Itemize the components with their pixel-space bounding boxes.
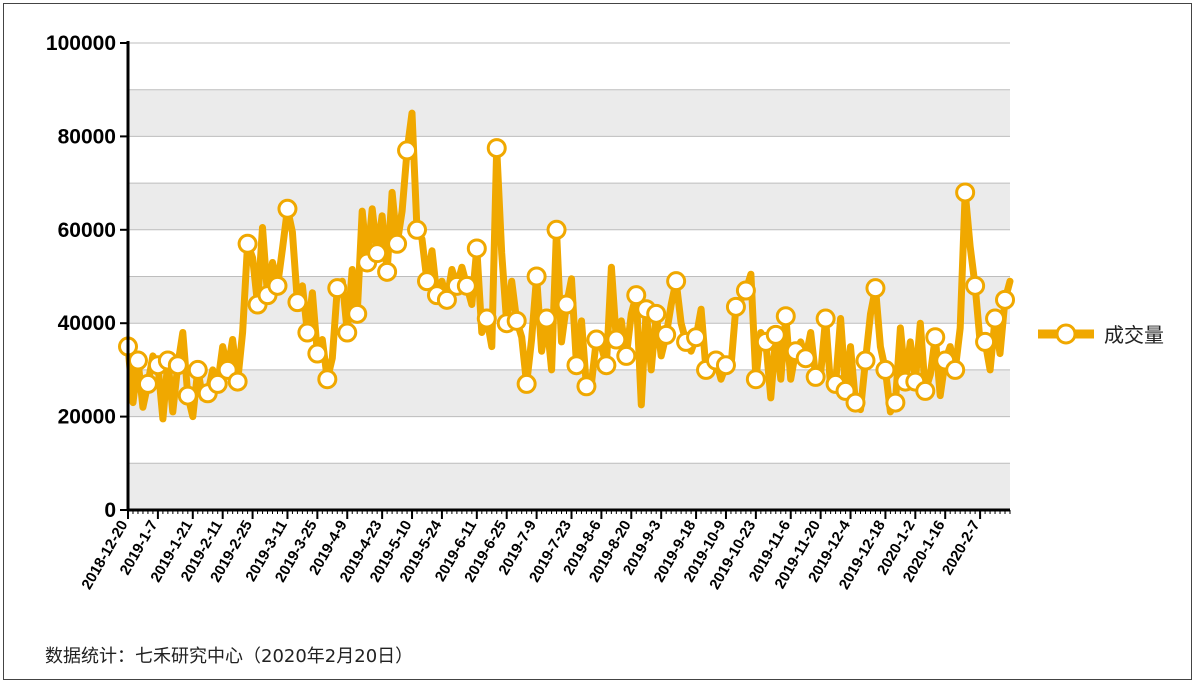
legend-label: 成交量	[1104, 323, 1164, 347]
data-point	[476, 308, 497, 329]
data-point	[397, 140, 418, 161]
data-point	[237, 233, 258, 254]
data-point	[995, 289, 1016, 310]
data-point	[486, 138, 507, 159]
data-point	[915, 380, 936, 401]
grid-band	[128, 369, 1010, 417]
grid-band	[128, 463, 1010, 510]
data-point	[187, 359, 208, 380]
data-point	[576, 376, 597, 397]
data-point	[745, 369, 766, 390]
data-point	[526, 266, 547, 287]
grid-band	[128, 89, 1010, 137]
y-tick-label: 40000	[58, 312, 116, 335]
data-point	[297, 322, 318, 343]
data-point	[516, 373, 537, 394]
data-point	[307, 343, 328, 364]
y-axis-ticks: 0 20000 40000 60000 80000 100000	[46, 32, 128, 522]
data-point	[596, 355, 617, 376]
data-point	[855, 350, 876, 371]
data-point	[586, 329, 607, 350]
data-point	[177, 385, 198, 406]
data-point	[666, 271, 687, 292]
data-point	[327, 278, 348, 299]
data-point	[546, 219, 567, 240]
legend: 成交量	[1036, 319, 1164, 348]
data-point	[416, 271, 437, 292]
data-point	[925, 327, 946, 348]
data-point	[735, 280, 756, 301]
data-point	[985, 308, 1006, 329]
data-point	[127, 350, 148, 371]
x-axis-ticks: 2018-12-202019-1-72019-1-212019-2-112019…	[78, 510, 1011, 593]
data-point	[436, 289, 457, 310]
data-point	[606, 329, 627, 350]
data-point	[955, 182, 976, 203]
data-point	[845, 392, 866, 413]
data-point	[616, 345, 637, 366]
data-point	[207, 373, 228, 394]
y-tick-label: 0	[104, 499, 116, 522]
y-tick-label: 20000	[58, 406, 116, 429]
axes	[126, 41, 1010, 512]
data-point	[725, 296, 746, 317]
data-point	[137, 373, 158, 394]
data-point	[267, 275, 288, 296]
data-point	[456, 275, 477, 296]
x-tick-label: 2018-12-20	[78, 518, 131, 593]
data-point	[656, 324, 677, 345]
data-point	[347, 303, 368, 324]
data-point	[387, 233, 408, 254]
data-point	[337, 322, 358, 343]
data-point	[885, 392, 906, 413]
data-point	[945, 359, 966, 380]
data-point	[626, 285, 647, 306]
data-point	[566, 355, 587, 376]
data-point	[686, 327, 707, 348]
data-point	[815, 308, 836, 329]
source-note: 数据统计：七禾研究中心（2020年2月20日）	[45, 646, 414, 667]
data-point	[865, 278, 886, 299]
data-point	[466, 238, 487, 259]
series-line	[124, 109, 1014, 423]
grid-band	[128, 183, 1010, 230]
data-point	[775, 306, 796, 327]
data-point	[556, 294, 577, 315]
legend-marker-icon	[1038, 323, 1094, 344]
y-tick-label: 60000	[58, 219, 116, 242]
data-point	[646, 303, 667, 324]
data-point	[715, 355, 736, 376]
data-point	[506, 310, 527, 331]
data-point	[377, 261, 398, 282]
series-volume	[118, 109, 1016, 423]
data-point	[367, 243, 388, 264]
data-point	[975, 331, 996, 352]
y-tick-label: 80000	[58, 125, 116, 148]
data-point	[875, 359, 896, 380]
data-point	[167, 355, 188, 376]
data-point	[536, 308, 557, 329]
data-point	[407, 219, 428, 240]
data-point	[795, 348, 816, 369]
data-point	[277, 198, 298, 219]
data-point	[317, 369, 338, 390]
data-point	[965, 275, 986, 296]
data-point	[765, 324, 786, 345]
data-point	[287, 292, 308, 313]
data-point	[805, 366, 826, 387]
y-tick-label: 100000	[46, 32, 116, 55]
data-point	[227, 371, 248, 392]
